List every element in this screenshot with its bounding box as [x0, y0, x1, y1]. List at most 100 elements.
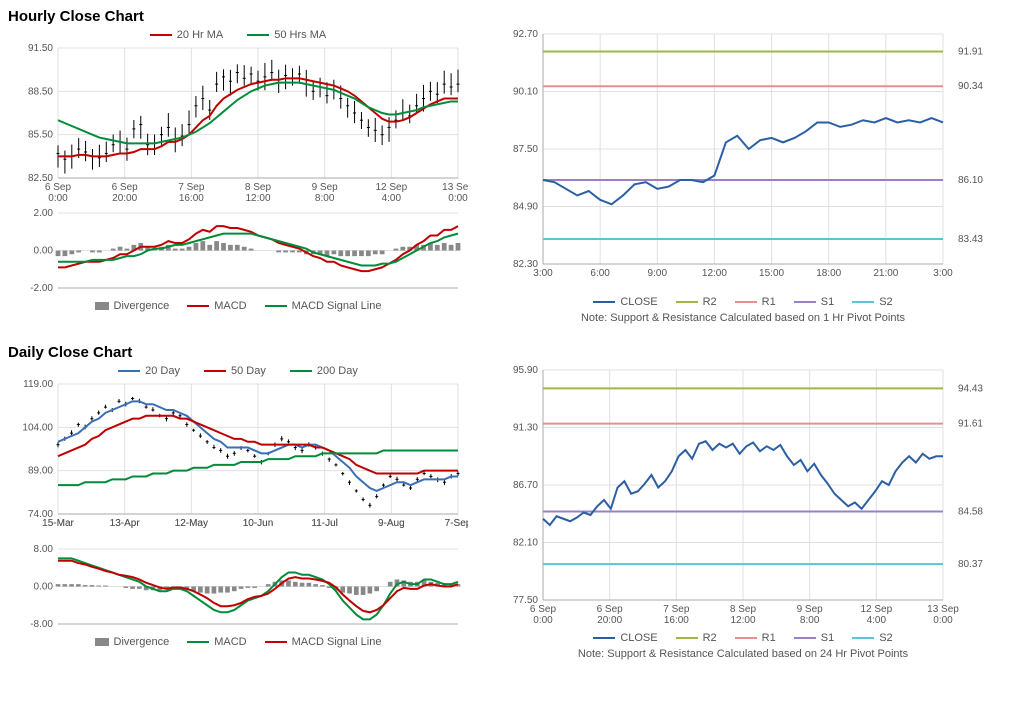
- legend-label: Divergence: [114, 636, 170, 648]
- svg-text:12:00: 12:00: [245, 193, 270, 204]
- svg-text:8:00: 8:00: [315, 193, 335, 204]
- svg-text:12 Sep: 12 Sep: [375, 182, 407, 193]
- svg-text:3:00: 3:00: [533, 268, 553, 279]
- svg-text:92.70: 92.70: [513, 29, 538, 40]
- svg-text:9:00: 9:00: [648, 268, 668, 279]
- legend-label: CLOSE: [620, 296, 657, 308]
- svg-text:13 Sep: 13 Sep: [927, 604, 959, 615]
- svg-text:4:00: 4:00: [382, 193, 402, 204]
- svg-text:16:00: 16:00: [664, 615, 689, 626]
- svg-text:8:00: 8:00: [800, 615, 820, 626]
- hourly-macd-chart: -2.000.002.00 DivergenceMACDMACD Signal …: [8, 208, 468, 312]
- hourly-section: Hourly Close Chart 20 Hr MA50 Hrs MA 82.…: [8, 8, 1016, 324]
- svg-text:21:00: 21:00: [873, 268, 898, 279]
- svg-text:94.43: 94.43: [958, 383, 983, 394]
- legend-swatch: [735, 637, 757, 639]
- svg-text:80.37: 80.37: [958, 559, 983, 570]
- svg-text:89.00: 89.00: [28, 466, 53, 477]
- legend-label: 50 Hrs MA: [274, 29, 326, 41]
- svg-text:8 Sep: 8 Sep: [730, 604, 757, 615]
- legend-swatch: [95, 302, 109, 310]
- legend-label: 20 Day: [145, 365, 180, 377]
- svg-text:7 Sep: 7 Sep: [178, 182, 205, 193]
- legend-item: 20 Day: [118, 365, 180, 377]
- legend-swatch: [95, 638, 109, 646]
- legend-item: Divergence: [95, 636, 170, 648]
- svg-text:86.70: 86.70: [513, 480, 538, 491]
- legend-label: MACD: [214, 636, 246, 648]
- svg-text:95.90: 95.90: [513, 365, 538, 376]
- svg-text:90.34: 90.34: [958, 81, 983, 92]
- legend-swatch: [118, 370, 140, 372]
- legend-label: S2: [879, 632, 892, 644]
- legend-item: CLOSE: [593, 632, 657, 644]
- legend-label: R1: [762, 632, 776, 644]
- svg-text:6:00: 6:00: [590, 268, 610, 279]
- legend-item: 20 Hr MA: [150, 29, 223, 41]
- legend-item: MACD Signal Line: [265, 636, 382, 648]
- svg-text:-8.00: -8.00: [30, 619, 53, 630]
- svg-text:83.43: 83.43: [958, 234, 983, 245]
- svg-text:16:00: 16:00: [179, 193, 204, 204]
- svg-text:8.00: 8.00: [34, 544, 54, 555]
- legend-swatch: [676, 301, 698, 303]
- svg-text:12:00: 12:00: [702, 268, 727, 279]
- svg-text:10-Jun: 10-Jun: [243, 518, 274, 529]
- svg-text:13-Apr: 13-Apr: [110, 518, 141, 529]
- svg-text:8 Sep: 8 Sep: [245, 182, 272, 193]
- svg-text:7 Sep: 7 Sep: [663, 604, 690, 615]
- svg-text:3:00: 3:00: [933, 268, 953, 279]
- svg-text:91.61: 91.61: [958, 419, 983, 430]
- svg-text:84.58: 84.58: [958, 507, 983, 518]
- svg-text:6 Sep: 6 Sep: [112, 182, 139, 193]
- svg-text:-2.00: -2.00: [30, 283, 53, 294]
- legend-swatch: [150, 34, 172, 36]
- svg-text:12-May: 12-May: [175, 518, 208, 529]
- svg-text:11-Jul: 11-Jul: [311, 518, 338, 529]
- legend-label: CLOSE: [620, 632, 657, 644]
- legend-item: Divergence: [95, 300, 170, 312]
- legend-label: R2: [703, 296, 717, 308]
- svg-text:9-Aug: 9-Aug: [378, 518, 405, 529]
- svg-text:4:00: 4:00: [867, 615, 887, 626]
- svg-text:119.00: 119.00: [23, 379, 53, 390]
- legend-item: R1: [735, 632, 776, 644]
- svg-text:85.50: 85.50: [28, 130, 53, 141]
- legend-item: S1: [794, 296, 834, 308]
- legend-item: S2: [852, 296, 892, 308]
- legend-swatch: [852, 637, 874, 639]
- svg-text:20:00: 20:00: [112, 193, 137, 204]
- legend-item: S2: [852, 632, 892, 644]
- svg-text:12:00: 12:00: [730, 615, 755, 626]
- legend-label: 200 Day: [317, 365, 358, 377]
- svg-text:0.00: 0.00: [34, 582, 54, 593]
- legend-label: MACD: [214, 300, 246, 312]
- daily-sr-chart: 77.5082.1086.7091.3095.906 Sep0:006 Sep2…: [498, 365, 988, 660]
- svg-text:0:00: 0:00: [933, 615, 953, 626]
- legend-label: 50 Day: [231, 365, 266, 377]
- legend-item: S1: [794, 632, 834, 644]
- legend-label: R1: [762, 296, 776, 308]
- svg-text:6 Sep: 6 Sep: [530, 604, 557, 615]
- legend-item: R2: [676, 632, 717, 644]
- legend-swatch: [187, 641, 209, 643]
- legend-swatch: [794, 301, 816, 303]
- legend-swatch: [593, 637, 615, 639]
- svg-text:91.50: 91.50: [28, 43, 53, 54]
- svg-text:15:00: 15:00: [759, 268, 784, 279]
- svg-text:0:00: 0:00: [448, 193, 468, 204]
- svg-text:0:00: 0:00: [533, 615, 553, 626]
- svg-text:9 Sep: 9 Sep: [797, 604, 824, 615]
- legend-swatch: [187, 305, 209, 307]
- svg-text:0:00: 0:00: [48, 193, 68, 204]
- legend-swatch: [204, 370, 226, 372]
- svg-text:91.91: 91.91: [958, 46, 983, 57]
- hourly-title: Hourly Close Chart: [8, 8, 1016, 25]
- svg-text:18:00: 18:00: [816, 268, 841, 279]
- legend-item: MACD: [187, 300, 246, 312]
- legend-item: 50 Day: [204, 365, 266, 377]
- svg-text:20:00: 20:00: [597, 615, 622, 626]
- legend-swatch: [852, 301, 874, 303]
- svg-text:87.50: 87.50: [513, 144, 538, 155]
- daily-macd-chart: -8.00 0.00 8.00 Divergence MACD MACD Signal …: [8, 544, 468, 648]
